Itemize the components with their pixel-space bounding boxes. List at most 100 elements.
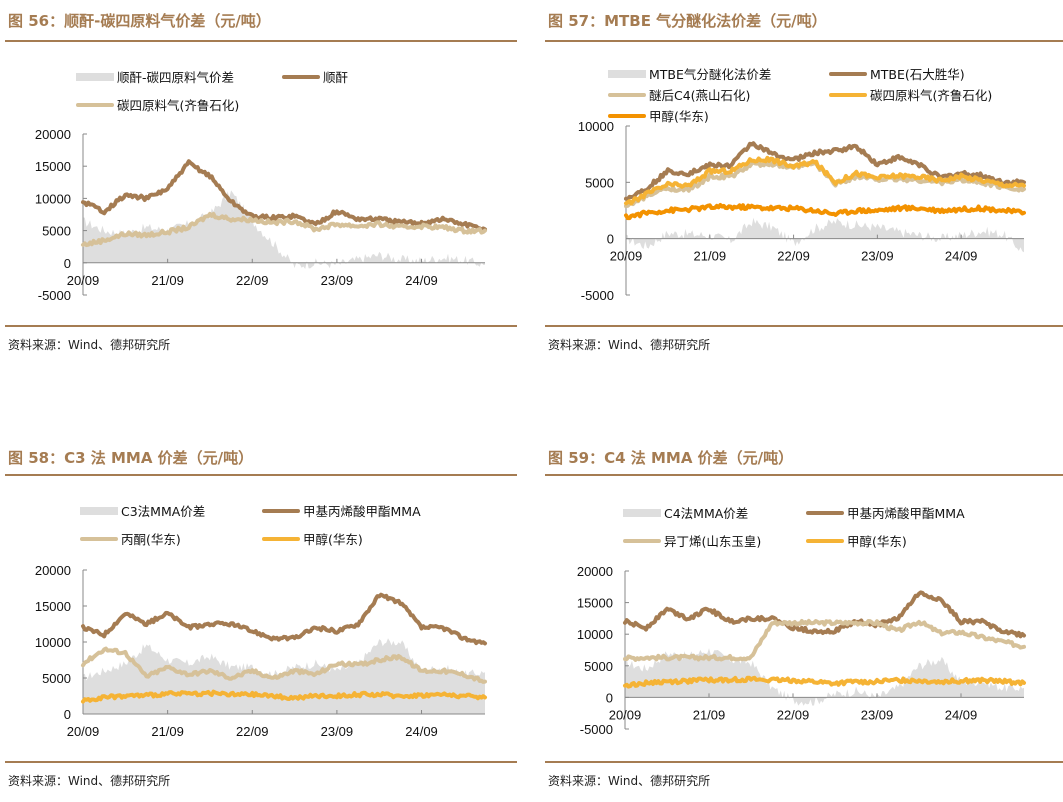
x-tick-label: 23/09	[321, 724, 354, 739]
legend-label: C3法MMA价差	[121, 504, 206, 519]
series-line-1	[81, 592, 487, 646]
chart-fig59: -5000 0 5000 10000 15000 20000 20/09 21/09 22/09…	[577, 564, 1026, 737]
series-line-2	[623, 618, 1026, 662]
legend-item: MTBE气分醚化法价差	[608, 64, 771, 83]
y-tick-label: 20000	[35, 127, 71, 142]
legend-swatch-line	[282, 74, 320, 79]
legend-label: MTBE(石大胜华)	[870, 67, 965, 82]
legend-swatch-line	[623, 538, 661, 543]
legend-item: 甲醇(华东)	[608, 106, 709, 125]
legend-label: 丙酮(华东)	[121, 532, 181, 547]
y-tick-label: 0	[606, 690, 613, 705]
legend-item: C4法MMA价差	[623, 503, 748, 522]
y-tick-label: 5000	[42, 671, 71, 686]
series-line-1	[81, 159, 487, 233]
legend-swatch-line	[608, 113, 646, 118]
panel-fig57: 图 57：MTBE 气分醚化法价差（元/吨） MTBE气分醚化法价差 MTBE(…	[540, 0, 1063, 400]
legend-swatch-line	[806, 538, 844, 543]
y-tick-label: 5000	[42, 224, 71, 239]
y-tick-label: 10000	[35, 191, 71, 206]
y-tick-label: 10000	[35, 635, 71, 650]
legend-swatch-line	[829, 71, 867, 76]
x-tick-label: 20/09	[610, 249, 643, 264]
x-tick-label: 24/09	[945, 249, 978, 264]
x-tick-label: 22/09	[777, 249, 810, 264]
title-divider	[5, 474, 517, 476]
y-tick-label: 0	[64, 707, 71, 722]
legend-item: 甲基丙烯酸甲酯MMA	[262, 501, 421, 520]
legend-label: 碳四原料气(齐鲁石化)	[117, 98, 240, 113]
y-tick-label: 10000	[578, 119, 614, 134]
y-tick-label: 15000	[35, 159, 71, 174]
series-line-4	[624, 203, 1026, 221]
x-tick-label: 22/09	[236, 273, 269, 288]
legend-swatch-area	[76, 72, 114, 81]
y-tick-label: 5000	[584, 659, 613, 674]
legend-label: 甲基丙烯酸甲酯MMA	[847, 506, 965, 521]
legend-item: 甲基丙烯酸甲酯MMA	[806, 503, 965, 522]
source-note: 资料来源：Wind、德邦研究所	[8, 338, 171, 352]
panel-fig59: 图 59：C4 法 MMA 价差（元/吨） C4法MMA价差 甲基丙烯酸甲酯MM…	[540, 437, 1063, 802]
y-tick-label: 15000	[577, 596, 613, 611]
legend-label: 甲基丙烯酸甲酯MMA	[303, 504, 421, 519]
legend-item: C3法MMA价差	[80, 501, 205, 520]
y-tick-label: -5000	[581, 288, 614, 303]
series-line-3	[623, 675, 1026, 689]
source-note: 资料来源：Wind、德邦研究所	[8, 774, 171, 788]
x-tick-label: 22/09	[236, 724, 269, 739]
source-divider	[5, 761, 517, 763]
series-line-3	[81, 689, 487, 704]
x-tick-label: 21/09	[693, 707, 726, 722]
legend-label: 甲醇(华东)	[649, 109, 709, 124]
chart-fig58: 0 5000 10000 15000 20000 20/09 21/09 22/09 23/09…	[35, 563, 487, 739]
legend-item: 顺酐-碳四原料气价差	[76, 67, 234, 86]
y-tick-label: 0	[607, 232, 614, 247]
figure-title: 图 57：MTBE 气分醚化法价差（元/吨）	[548, 12, 827, 30]
series-line-1	[623, 590, 1026, 639]
legend-swatch-area	[80, 506, 118, 515]
source-divider	[545, 325, 1063, 327]
figure-title: 图 56：顺酐-碳四原料气价差（元/吨）	[8, 12, 271, 30]
x-tick-label: 21/09	[151, 724, 184, 739]
x-tick-label: 24/09	[405, 724, 438, 739]
y-tick-label: 0	[64, 256, 71, 271]
y-tick-label: -5000	[580, 722, 613, 737]
legend-swatch-line	[80, 536, 118, 541]
legend-item: MTBE(石大胜华)	[829, 64, 965, 83]
x-tick-label: 24/09	[945, 707, 978, 722]
legend-swatch-line	[829, 92, 867, 97]
y-tick-label: 10000	[577, 627, 613, 642]
x-tick-label: 20/09	[67, 724, 100, 739]
y-tick-label: 20000	[577, 564, 613, 579]
x-tick-label: 24/09	[405, 273, 438, 288]
y-tick-label: -5000	[38, 288, 71, 303]
legend-item: 甲醇(华东)	[806, 531, 907, 550]
source-divider	[545, 761, 1063, 763]
legend-item: 顺酐	[282, 67, 348, 86]
series-area-0	[625, 648, 1024, 706]
x-tick-label: 23/09	[861, 707, 894, 722]
legend-item: 丙酮(华东)	[80, 529, 181, 548]
x-tick-label: 21/09	[151, 273, 184, 288]
source-divider	[5, 325, 517, 327]
legend-swatch-line	[76, 102, 114, 107]
panel-fig58: 图 58：C3 法 MMA 价差（元/吨） C3法MMA价差 甲基丙烯酸甲酯MM…	[0, 437, 530, 802]
legend-label: 甲醇(华东)	[847, 534, 907, 549]
series-line-2	[81, 211, 487, 248]
x-tick-label: 23/09	[861, 249, 894, 264]
series-area-0	[626, 217, 1024, 253]
legend-swatch-area	[623, 508, 661, 517]
x-tick-label: 21/09	[694, 249, 727, 264]
series-line-1	[624, 141, 1026, 202]
x-tick-label: 20/09	[609, 707, 642, 722]
legend-item: 甲醇(华东)	[262, 529, 363, 548]
legend-swatch-line	[262, 508, 300, 513]
y-tick-label: 5000	[585, 175, 614, 190]
y-tick-label: 20000	[35, 563, 71, 578]
legend-item: 醚后C4(燕山石化)	[608, 85, 750, 104]
legend-label: 异丁烯(山东玉皇)	[664, 534, 762, 549]
panel-fig56: 图 56：顺酐-碳四原料气价差（元/吨） 顺酐-碳四原料气价差 顺酐 碳四原料气…	[0, 0, 530, 400]
legend-label: 甲醇(华东)	[303, 532, 363, 547]
chart-fig57: -5000 0 5000 10000 20/09 21/09 22/09 23/09 24/09	[578, 119, 1026, 303]
legend-item: 异丁烯(山东玉皇)	[623, 531, 761, 550]
